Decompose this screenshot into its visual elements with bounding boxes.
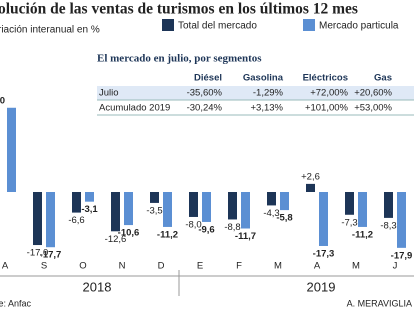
bar bbox=[267, 192, 276, 206]
value-label: -8,0 bbox=[185, 219, 201, 230]
x-tick-label: E bbox=[197, 261, 203, 272]
table-cell: +3,13% bbox=[251, 103, 284, 114]
x-tick-label: A bbox=[2, 261, 9, 272]
value-label: -11,2 bbox=[352, 229, 373, 240]
value-label: -17,9 bbox=[391, 250, 413, 261]
value-label: -4,3 bbox=[263, 208, 279, 219]
bar bbox=[306, 183, 315, 192]
bar bbox=[384, 192, 393, 218]
value-label: -8,8 bbox=[224, 222, 240, 233]
x-tick-label: O bbox=[79, 261, 86, 272]
bar bbox=[163, 192, 172, 227]
table-cell: +53,00% bbox=[354, 103, 392, 114]
chart-title: olución de las ventas de turismos en los… bbox=[0, 1, 358, 18]
x-tick-label: M bbox=[352, 261, 360, 272]
value-label: -17,3 bbox=[313, 248, 335, 259]
table-box bbox=[97, 48, 414, 120]
legend-label: Mercado particula bbox=[319, 21, 399, 32]
table-cell: -1,29% bbox=[253, 88, 284, 99]
x-tick-label: A bbox=[314, 261, 321, 272]
value-label: -7,3 bbox=[341, 217, 357, 228]
bar bbox=[7, 107, 16, 192]
x-tick-label: F bbox=[236, 261, 242, 272]
table-cell: -35,60% bbox=[187, 88, 223, 99]
table-header: Gas bbox=[374, 73, 392, 84]
value-label: -5,8 bbox=[276, 213, 292, 224]
table-header: Gasolina bbox=[243, 73, 284, 84]
value-label: -17,7 bbox=[40, 250, 62, 261]
subtitle: riación interanual en % bbox=[0, 25, 100, 36]
table-cell: +72,00% bbox=[310, 88, 348, 99]
legend-swatch bbox=[162, 19, 174, 31]
bar bbox=[124, 192, 133, 226]
value-label: -3,1 bbox=[81, 204, 98, 215]
year-label: 2018 bbox=[83, 279, 112, 294]
value-label: +27,0 bbox=[0, 95, 5, 106]
row-bg bbox=[97, 86, 414, 100]
x-tick-label: N bbox=[119, 261, 126, 272]
bar bbox=[189, 192, 198, 217]
bar bbox=[202, 192, 211, 222]
bar bbox=[85, 192, 94, 202]
value-label: -10,6 bbox=[118, 228, 140, 239]
bar bbox=[150, 192, 159, 203]
bar bbox=[319, 192, 328, 246]
bar bbox=[111, 192, 120, 232]
x-tick-label: S bbox=[41, 261, 47, 272]
table-cell: Julio bbox=[99, 88, 119, 99]
legend-label: Total del mercado bbox=[178, 21, 257, 32]
bar bbox=[72, 192, 81, 213]
value-label: -8,3 bbox=[380, 220, 396, 231]
credit: A. MERAVIGLIA bbox=[347, 298, 412, 308]
table-cell: Acumulado 2019 bbox=[99, 103, 170, 114]
bar bbox=[345, 192, 354, 215]
bar bbox=[228, 192, 237, 220]
value-label: -11,2 bbox=[157, 229, 178, 240]
table-cell: -30,24% bbox=[187, 103, 223, 114]
bar bbox=[397, 192, 406, 248]
value-label: -3,5 bbox=[146, 205, 162, 216]
table-header: Diésel bbox=[194, 73, 222, 84]
x-tick-label: M bbox=[274, 261, 282, 272]
value-label: -17,0 bbox=[27, 248, 49, 259]
legend-swatch bbox=[303, 19, 315, 31]
year-label: 2019 bbox=[307, 279, 336, 294]
bar bbox=[280, 192, 289, 211]
bar bbox=[241, 192, 250, 229]
table-header: Eléctricos bbox=[303, 73, 348, 84]
table-cell: +101,00% bbox=[305, 103, 349, 114]
source: te: Anfac bbox=[0, 298, 32, 308]
table-cell: +20,60% bbox=[354, 88, 392, 99]
value-label: -11,7 bbox=[235, 231, 256, 242]
value-label: -9,6 bbox=[198, 224, 214, 235]
bar bbox=[358, 192, 367, 227]
bar bbox=[33, 192, 42, 246]
x-tick-label: D bbox=[158, 261, 165, 272]
value-label: +2,6 bbox=[301, 171, 320, 182]
table-title: El mercado en julio, por segmentos bbox=[97, 53, 262, 65]
x-tick-label: J bbox=[393, 261, 398, 272]
value-label: -6,6 bbox=[68, 215, 84, 226]
value-label: -12,6 bbox=[105, 234, 127, 245]
bar bbox=[46, 192, 55, 248]
